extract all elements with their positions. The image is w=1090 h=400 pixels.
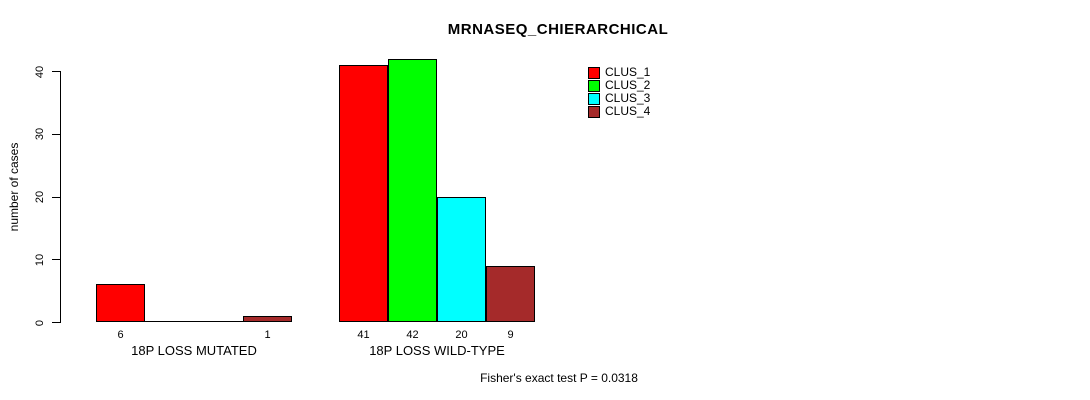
y-axis-line bbox=[60, 71, 61, 323]
legend-item: CLUS_2 bbox=[588, 79, 650, 92]
legend-swatch-icon bbox=[588, 66, 600, 79]
bar-clus-4-18p-loss-mutated bbox=[243, 316, 292, 322]
bar-clus-2-18p-loss-mutated bbox=[145, 321, 195, 322]
y-axis-tick bbox=[52, 259, 60, 261]
legend-item: CLUS_3 bbox=[588, 92, 650, 105]
footnote: Fisher's exact test P = 0.0318 bbox=[480, 371, 638, 385]
y-axis-tick-label: 0 bbox=[34, 319, 46, 326]
legend-item: CLUS_1 bbox=[588, 66, 650, 79]
legend-swatch-icon bbox=[588, 105, 600, 118]
legend: CLUS_1 CLUS_2 CLUS_3 CLUS_4 bbox=[588, 66, 650, 118]
bar-value-label: 9 bbox=[507, 329, 514, 341]
bar-value-label: 20 bbox=[455, 329, 468, 341]
y-axis-tick-label: 10 bbox=[34, 253, 46, 266]
y-axis-tick-label: 20 bbox=[34, 190, 46, 204]
legend-label: CLUS_3 bbox=[605, 91, 651, 105]
bar-value-label: 41 bbox=[357, 329, 370, 341]
bar-clus-1-18p-loss-mutated bbox=[96, 284, 145, 322]
legend-swatch-icon bbox=[588, 92, 600, 105]
legend-label: CLUS_1 bbox=[605, 65, 651, 79]
bar-value-label: 6 bbox=[117, 329, 124, 341]
bar-value-label: 42 bbox=[406, 329, 419, 341]
chart-title: MRNASEQ_CHIERARCHICAL bbox=[447, 21, 669, 38]
legend-swatch-icon bbox=[588, 79, 600, 92]
y-axis-tick bbox=[52, 71, 60, 73]
bar-value-label: 1 bbox=[264, 329, 271, 341]
y-axis-tick bbox=[52, 322, 60, 323]
y-axis-label: number of cases bbox=[7, 142, 21, 232]
y-axis-tick bbox=[52, 133, 60, 135]
legend-item: CLUS_4 bbox=[588, 105, 650, 118]
bar-clus-4-18p-loss-wild-type bbox=[486, 266, 535, 322]
y-axis-tick bbox=[52, 196, 60, 198]
group-label: 18P LOSS MUTATED bbox=[131, 343, 257, 358]
group-label: 18P LOSS WILD-TYPE bbox=[369, 343, 505, 358]
legend-label: CLUS_4 bbox=[605, 104, 651, 118]
bar-clus-1-18p-loss-wild-type bbox=[339, 65, 388, 322]
bar-clus-2-18p-loss-wild-type bbox=[388, 59, 437, 322]
bar-clus-3-18p-loss-wild-type bbox=[437, 197, 486, 322]
y-axis-tick-label: 40 bbox=[34, 65, 46, 78]
legend-label: CLUS_2 bbox=[605, 78, 651, 92]
bar-clus-3-18p-loss-mutated bbox=[194, 321, 244, 322]
y-axis-tick-label: 30 bbox=[34, 128, 46, 141]
